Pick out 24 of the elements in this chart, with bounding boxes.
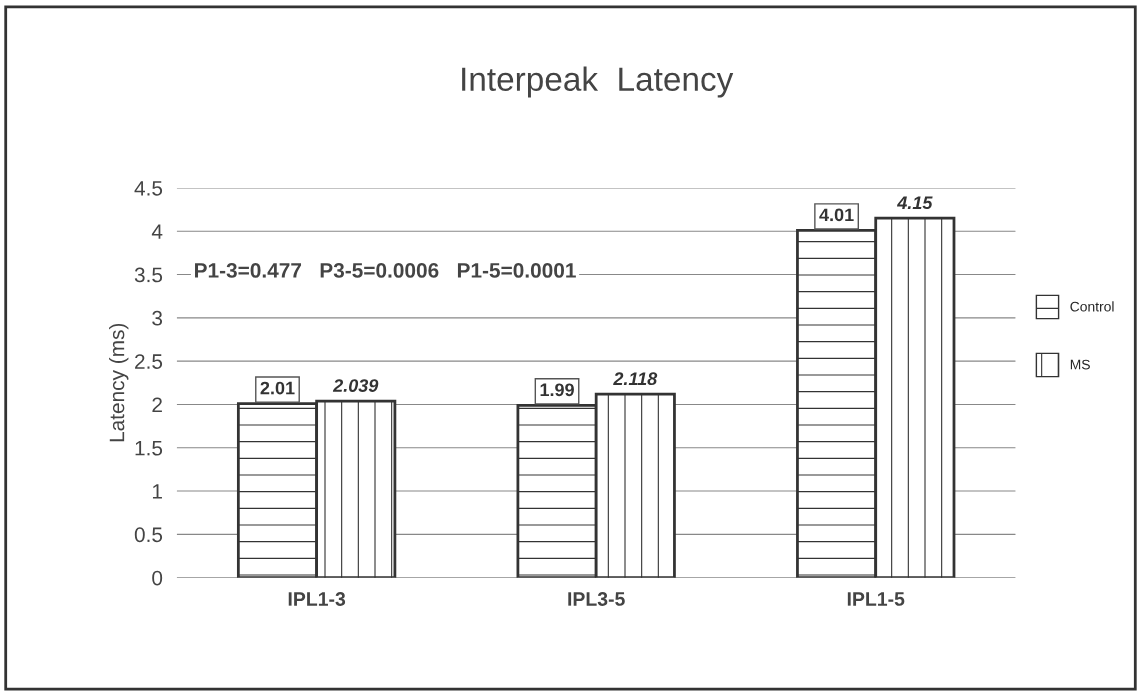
data-label: 2.01: [260, 381, 295, 395]
data-label: 4.01: [819, 208, 854, 222]
annotation: P1-3=0.477 P3-5=0.0006 P1-5=0.0001: [195, 263, 576, 278]
y-axis-title: Latency (ms): [109, 323, 129, 442]
data-label: 1.99: [540, 383, 574, 397]
y-tick-label: 0: [152, 570, 163, 586]
y-tick-label: 3.5: [134, 267, 163, 283]
y-tick-label: 1: [152, 484, 162, 499]
y-tick-label: 1.5: [135, 440, 163, 456]
y-tick-label: 4.5: [134, 181, 163, 196]
legend-label: MS: [1070, 359, 1090, 370]
y-tick-label: 4: [151, 224, 163, 239]
data-label: 2.118: [613, 372, 658, 386]
y-tick-label: 0.5: [134, 527, 163, 543]
y-tick-label: 2: [152, 397, 162, 412]
x-tick-label: IPL1-3: [288, 592, 346, 606]
x-tick-label: IPL1-5: [847, 592, 905, 606]
x-tick-label: IPL3-5: [568, 592, 625, 606]
chart-title: Interpeak Latency: [462, 66, 734, 98]
y-tick-label: 2.5: [135, 354, 163, 369]
legend-label: Control: [1070, 301, 1114, 312]
data-label: 4.15: [896, 196, 933, 210]
y-tick-label: 3: [152, 310, 163, 326]
data-label: 2.039: [332, 379, 379, 392]
